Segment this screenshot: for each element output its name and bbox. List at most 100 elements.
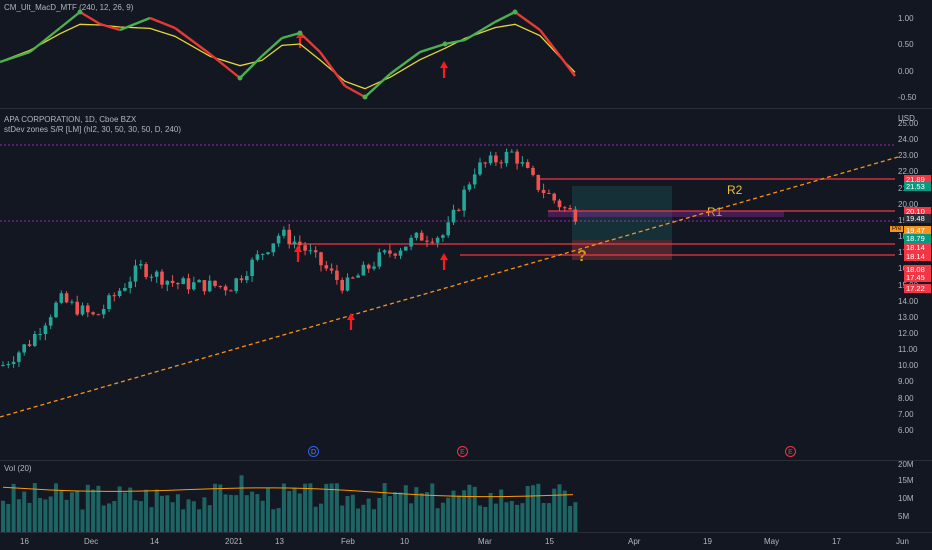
volume-bar [419, 493, 424, 532]
volume-bar [228, 494, 233, 532]
macd-line-segment [261, 37, 283, 57]
volume-bar [541, 503, 546, 532]
pane-divider[interactable] [0, 108, 932, 109]
candle-body [472, 174, 477, 185]
candle-body [160, 271, 164, 285]
date-label: 13 [275, 537, 284, 546]
trend-line [0, 156, 899, 418]
candle-body [123, 287, 127, 291]
price-level-tag: 18.08 [904, 265, 931, 274]
candle-body [547, 193, 551, 195]
signal-arrow-icon [440, 253, 448, 260]
macd-line-segment [559, 55, 576, 77]
volume-bar [525, 486, 530, 532]
candle-body [419, 232, 424, 241]
macd-cross-dot [77, 9, 83, 15]
price-level-tag: 17.22 [904, 284, 931, 293]
volume-bar [266, 488, 270, 532]
candle-body [234, 278, 238, 292]
volume-title[interactable]: Vol (20) [4, 464, 32, 473]
price-tick: 6.00 [898, 425, 914, 435]
macd-line-segment [344, 84, 366, 99]
volume-bar [213, 483, 217, 532]
macd-line-segment [364, 73, 391, 98]
candle-body [372, 266, 376, 269]
candle-body [398, 250, 403, 256]
pane-divider[interactable] [0, 460, 932, 461]
question-mark-annotation: ? [577, 248, 587, 266]
volume-bar [308, 483, 313, 532]
candle-body [80, 305, 85, 315]
candle-body [218, 285, 223, 287]
candle-body [451, 209, 456, 223]
candle-body [181, 278, 185, 285]
macd-line-segment [119, 16, 151, 32]
currency-label: USD [898, 114, 915, 123]
macd-indicator-title[interactable]: CM_Ult_MacD_MTF (240, 12, 26, 9) [4, 3, 134, 12]
macd-line-segment [389, 51, 421, 75]
price-level-tag: 19.47 [904, 226, 931, 235]
candle-body [494, 155, 498, 163]
signal-arrow-icon [440, 61, 448, 68]
candle-body [510, 151, 514, 153]
volume-bar [515, 504, 520, 532]
volume-bar [409, 503, 414, 532]
volume-bar [520, 503, 525, 532]
candle-body [239, 278, 244, 281]
volume-bar [478, 505, 482, 532]
time-axis-divider [0, 532, 932, 533]
volume-tick: 10M [898, 494, 914, 503]
volume-bar [27, 502, 32, 532]
candle-body [287, 229, 291, 245]
candle-body [260, 253, 265, 255]
candle-body [176, 283, 180, 285]
volume-bar [239, 475, 244, 532]
macd-line-segment [59, 11, 81, 29]
volume-bar [303, 483, 308, 532]
candle-body [112, 295, 117, 297]
candle-body [292, 241, 297, 245]
event-earnings-marker[interactable]: E [785, 446, 796, 457]
volume-bar [472, 486, 477, 532]
macd-line-segment [494, 10, 516, 24]
volume-bar [361, 504, 366, 532]
volume-bar [531, 485, 535, 532]
indicator-title[interactable]: stDev zones S/R [LM] (hl2, 30, 50, 30, 5… [4, 125, 181, 134]
r1-zone [548, 211, 784, 217]
candle-body [520, 162, 525, 164]
volume-bar [144, 489, 149, 532]
volume-bar [387, 496, 392, 532]
macd-cross-dot [442, 41, 448, 47]
candle-body [552, 193, 556, 201]
volume-bar [557, 484, 562, 532]
volume-bar [244, 495, 249, 532]
volume-bar [377, 498, 382, 532]
volume-bar [32, 483, 37, 532]
volume-bar [202, 497, 207, 532]
candle-body [133, 265, 138, 282]
candle-body [48, 317, 53, 326]
event-dividend-marker[interactable]: D [308, 446, 319, 457]
volume-bar [16, 499, 21, 532]
price-tick: 13.00 [898, 312, 919, 322]
macd-tick: 0.50 [898, 40, 914, 49]
macd-line-segment [174, 27, 211, 55]
candle-body [250, 259, 254, 276]
volume-bar [536, 483, 541, 532]
volume-bar [499, 489, 504, 532]
candle-body [531, 167, 535, 175]
symbol-title[interactable]: APA CORPORATION, 1D, Cboe BZX [4, 115, 137, 124]
price-level-tag: 20.10 [904, 207, 931, 216]
candle-body [33, 334, 37, 346]
candle-body [70, 301, 74, 303]
candle-body [361, 264, 366, 276]
volume-bar [160, 495, 164, 532]
volume-bar [440, 502, 445, 532]
macd-line-segment [149, 16, 176, 30]
event-earnings-marker[interactable]: E [457, 446, 468, 457]
macd-tick: 0.00 [898, 67, 914, 76]
volume-bar [430, 483, 435, 532]
date-label: 15 [545, 537, 554, 546]
price-level-tag: 17.45 [904, 273, 931, 282]
